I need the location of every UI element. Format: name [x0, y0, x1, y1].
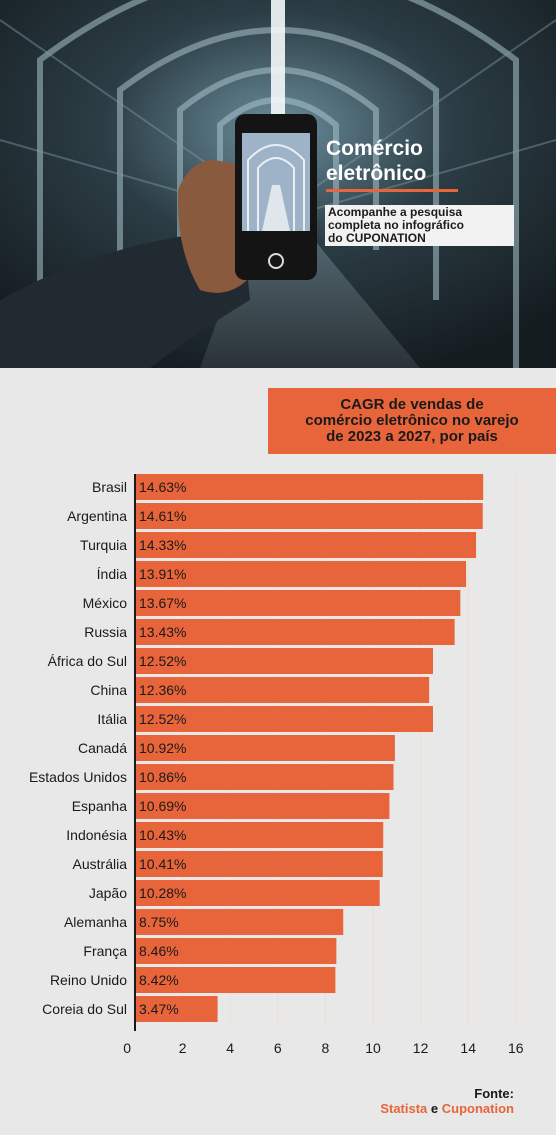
hero-subtitle-line-1: Acompanhe a pesquisa	[328, 205, 463, 219]
chart-title-line-3: de 2023 a 2027, por país	[326, 428, 498, 445]
hero-banner: Comércio eletrônico Acompanhe a pesquisa…	[0, 0, 556, 368]
hero-title-line-1: Comércio	[326, 137, 423, 160]
bar-value-label: 12.52%	[139, 653, 186, 669]
category-label: Espanha	[72, 798, 127, 814]
bar	[135, 822, 384, 848]
category-label: China	[90, 682, 127, 698]
bar-value-label: 8.75%	[139, 914, 179, 930]
x-tick-label: 0	[123, 1040, 131, 1056]
hero-title-underline	[326, 189, 458, 192]
bar-value-label: 12.36%	[139, 682, 186, 698]
bar-value-label: 10.69%	[139, 798, 186, 814]
chart-title-line-1: CAGR de vendas de	[340, 396, 484, 413]
bar-value-label: 10.43%	[139, 827, 186, 843]
category-label: Canadá	[78, 740, 127, 756]
source-conjunction: e	[430, 1101, 439, 1116]
x-tick-label: 8	[322, 1040, 330, 1056]
category-label: Índia	[97, 566, 128, 582]
chart-title: CAGR de vendas de comércio eletrônico no…	[277, 397, 547, 445]
x-tick-label: 2	[179, 1040, 187, 1056]
hero-subtitle-line-2: completa no infográfico	[328, 218, 465, 232]
bar	[135, 503, 483, 529]
bar-value-label: 8.42%	[139, 972, 179, 988]
bar-value-label: 14.33%	[139, 537, 186, 553]
bar-value-label: 12.52%	[139, 711, 186, 727]
bar	[135, 793, 390, 819]
bar	[135, 474, 484, 500]
bar-chart: 14.63% Brasil 14.61% Argentina 14.33% Turquia…	[29, 474, 524, 1056]
chart-title-line-2: comércio eletrônico no varejo	[305, 412, 519, 429]
category-label: Austrália	[73, 856, 128, 872]
category-label: Russia	[84, 624, 127, 640]
hero-photo	[0, 0, 556, 368]
category-label: Alemanha	[64, 914, 127, 930]
x-tick-label: 6	[274, 1040, 282, 1056]
source-name-statista: Statista	[380, 1101, 428, 1116]
bar-value-label: 13.91%	[139, 566, 186, 582]
source-name-cuponation: Cuponation	[441, 1101, 514, 1116]
source-label: Fonte:	[474, 1086, 514, 1101]
category-label: Japão	[89, 885, 127, 901]
category-label: Turquia	[80, 537, 127, 553]
x-tick-label: 10	[365, 1040, 381, 1056]
bar	[135, 851, 383, 877]
bar-value-label: 13.67%	[139, 595, 186, 611]
bar	[135, 532, 477, 558]
category-label: África do Sul	[48, 653, 127, 669]
bar	[135, 590, 461, 616]
bar-value-label: 10.41%	[139, 856, 186, 872]
bar-value-label: 14.63%	[139, 479, 186, 495]
category-label: Reino Unido	[50, 972, 127, 988]
category-label: Indonésia	[66, 827, 127, 843]
x-tick-label: 14	[460, 1040, 476, 1056]
category-label: Coreia do Sul	[42, 1001, 127, 1017]
x-tick-label: 12	[413, 1040, 429, 1056]
chart-title-box: CAGR de vendas de comércio eletrônico no…	[268, 388, 556, 454]
bar	[135, 706, 433, 732]
bar	[135, 561, 467, 587]
hero-title-line-2: eletrônico	[326, 162, 427, 185]
hero-title: Comércio eletrônico	[326, 136, 526, 186]
category-label: Estados Unidos	[29, 769, 127, 785]
bar	[135, 938, 337, 964]
category-label: França	[83, 943, 127, 959]
bar	[135, 735, 395, 761]
x-tick-label: 4	[226, 1040, 234, 1056]
category-label: Brasil	[92, 479, 127, 495]
bar	[135, 677, 430, 703]
bar	[135, 909, 344, 935]
source-credit: Fonte: Statista e Cuponation	[380, 1086, 514, 1116]
bar-value-label: 3.47%	[139, 1001, 179, 1017]
bar-value-label: 14.61%	[139, 508, 186, 524]
hero-subtitle-line-3: do CUPONATION	[328, 231, 426, 245]
bar	[135, 764, 394, 790]
category-label: Argentina	[67, 508, 127, 524]
bar-value-label: 10.28%	[139, 885, 186, 901]
category-label: Itália	[97, 711, 127, 727]
category-label: México	[83, 595, 128, 611]
bar-value-label: 10.86%	[139, 769, 186, 785]
bar	[135, 619, 455, 645]
bar-value-label: 13.43%	[139, 624, 186, 640]
bar	[135, 648, 433, 674]
source-names: Statista e Cuponation	[380, 1101, 514, 1116]
bar-value-label: 10.92%	[139, 740, 186, 756]
bar-value-label: 8.46%	[139, 943, 179, 959]
bar	[135, 880, 380, 906]
hero-subtitle-box: Acompanhe a pesquisa completa no infográ…	[325, 205, 514, 246]
bar	[135, 996, 218, 1022]
bar	[135, 967, 336, 993]
x-tick-label: 16	[508, 1040, 524, 1056]
